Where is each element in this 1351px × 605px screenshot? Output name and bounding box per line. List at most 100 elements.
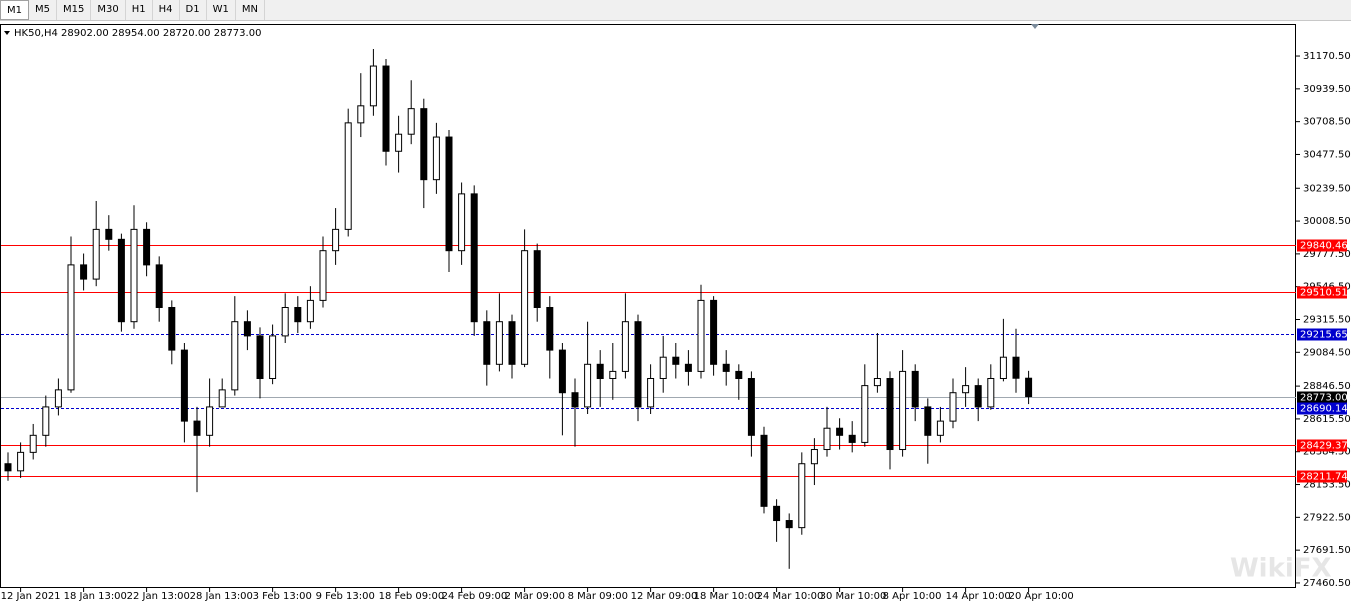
x-tick-label: 18 Mar 10:00 [694,591,761,602]
candle-body [936,420,944,436]
y-tick-label: 28153.50 [1303,480,1351,491]
candle-body [42,406,50,436]
candle-body [861,385,869,443]
price-level-box [1297,286,1347,299]
timeframe-tab[interactable]: M1 [0,0,29,20]
candle-body [344,122,352,230]
candle-body [747,378,755,436]
candle-body [155,264,163,308]
x-tick-label: 30 Mar 10:00 [820,591,887,602]
candle-body [596,363,604,380]
candle-body [306,299,314,323]
x-tick-label: 9 Feb 13:00 [316,591,375,602]
price-level-box [1297,328,1347,341]
price-level-label: 29215.65 [1300,330,1348,341]
candle-body [634,321,642,408]
candle-body [546,306,554,351]
candle-body [899,370,907,451]
candle-body [319,250,327,301]
candle-body [949,392,957,422]
y-tick-label: 29084.50 [1303,347,1351,358]
candle-body [54,389,62,408]
price-level-label: 28773.00 [1300,393,1348,404]
timeframe-tab[interactable]: H1 [126,0,153,20]
y-tick-label: 28615.50 [1303,414,1351,425]
plot-frame [0,24,1296,588]
timeframe-tab[interactable]: D1 [180,0,207,20]
timeframe-tab[interactable]: M30 [91,0,126,20]
candle-body [924,406,932,436]
candle-body [810,449,818,465]
candle-body [407,108,415,135]
candle-body [684,363,692,372]
candle-body [735,370,743,380]
x-tick-label: 2 Mar 09:00 [505,591,565,602]
y-tick-label: 29777.50 [1303,249,1351,260]
candle-body [458,193,466,252]
candle-body [218,389,226,408]
candle-body [483,321,491,365]
y-tick-label: 27460.50 [1303,578,1351,589]
candle-body [621,321,629,372]
x-tick-label: 8 Apr 10:00 [883,591,942,602]
candle-body [17,451,25,472]
candle-body [117,238,125,323]
price-level-box [1297,402,1347,415]
candle-body [760,434,768,507]
candle-body [382,65,390,152]
watermark: WikiFX [1230,554,1332,584]
chart-title: HK50,H4 28902.00 28954.00 28720.00 28773… [14,28,261,39]
y-tick-label: 28846.50 [1303,381,1351,392]
candle-body [92,228,100,280]
candle-body [508,321,516,365]
candle-body [609,370,617,380]
y-tick-label: 27922.50 [1303,512,1351,523]
candle-body [798,463,806,529]
candle-body [647,378,655,408]
candle-body [420,108,428,181]
candle-body [445,136,453,252]
candle-body [470,193,478,323]
price-level-label: 29840.46 [1300,241,1348,252]
y-tick-label: 29315.50 [1303,314,1351,325]
timeframe-tab[interactable]: M5 [29,0,57,20]
price-level-box [1297,470,1347,483]
candle-body [873,378,881,387]
x-tick-label: 28 Jan 13:00 [190,591,253,602]
candle-body [521,250,529,365]
x-tick-label: 20 Apr 10:00 [1009,591,1074,602]
timeframe-tab[interactable]: MN [236,0,265,20]
candle-body [369,65,377,107]
timeframe-toolbar: M1 M5 M15 M30 H1 H4 D1 W1 MN [0,0,1351,21]
candle-body [281,306,289,337]
candle-body [722,363,730,372]
price-level-label: 28690.14 [1300,404,1348,415]
x-tick-label: 12 Jan 2021 [1,591,61,602]
candle-body [180,349,188,422]
y-tick-label: 27691.50 [1303,545,1351,556]
timeframe-tab[interactable]: W1 [207,0,236,20]
candle-body [193,420,201,436]
candle-body [836,427,844,436]
candle-body [67,264,75,391]
symbol-arrow [4,31,10,35]
chart: HK50,H4 28902.00 28954.00 28720.00 28773… [0,24,1351,602]
candle-body [143,228,151,266]
price-level-label: 28211.74 [1300,472,1348,483]
candle-body [395,133,403,152]
y-tick-label: 30477.50 [1303,149,1351,160]
candle-body [999,356,1007,380]
candle-body [773,505,781,522]
price-level-box [1297,391,1347,404]
price-level-label: 28429.37 [1300,441,1348,452]
candle-body [962,385,970,394]
candle-body [231,321,239,391]
timeframe-tab[interactable]: M15 [57,0,92,20]
timeframe-tab[interactable]: H4 [153,0,180,20]
candle-body [168,306,176,351]
candle-body [80,264,88,280]
candle-body [848,434,856,443]
candle-body [432,136,440,181]
price-level-box [1297,239,1347,252]
candle-body [672,356,680,365]
